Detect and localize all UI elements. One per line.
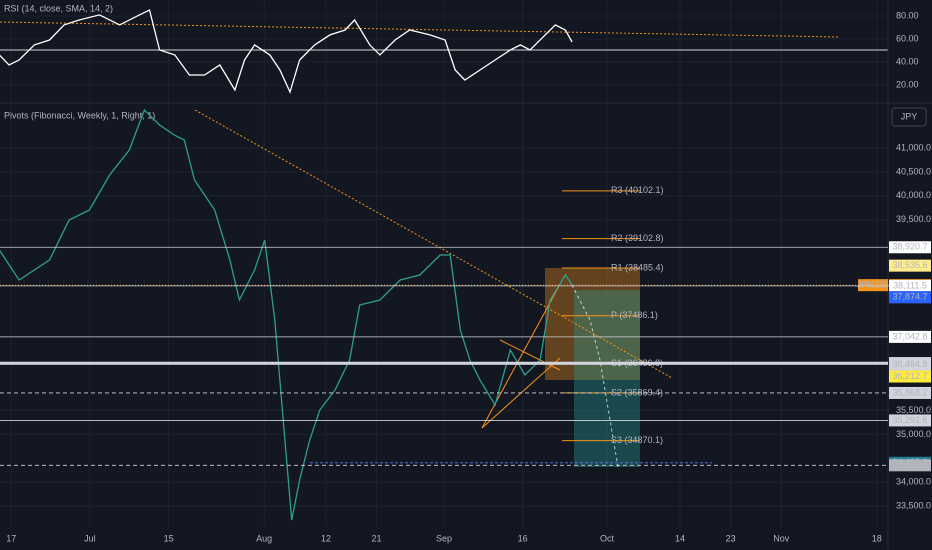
price-tag — [889, 358, 931, 371]
x-tick-label: 23 — [726, 533, 736, 543]
price-tag-label: 37,042.8 — [892, 331, 927, 341]
currency[interactable]: JPY — [901, 111, 918, 121]
triangle-line — [499, 339, 561, 371]
grid — [0, 0, 888, 527]
price-tag-label: 36,464.8 — [892, 359, 927, 369]
pivot-label: S3 (34870.1) — [611, 435, 663, 445]
x-tick-label: 14 — [675, 533, 685, 543]
trend-line — [194, 109, 673, 379]
price-tag — [889, 459, 931, 472]
y-tick-label: 35,500.0 — [896, 405, 931, 415]
price-tag — [889, 291, 931, 304]
pivot-label: P (37486.1) — [611, 310, 658, 320]
y-tick-label: 60.00 — [896, 33, 919, 43]
price-tag — [889, 259, 931, 272]
price-tag — [889, 279, 931, 292]
pivot-label: R3 (40102.1) — [611, 185, 664, 195]
long-position-box — [574, 290, 640, 467]
price-tag — [889, 414, 931, 427]
y-tick-label: 35,000.0 — [896, 429, 931, 439]
currency-box[interactable] — [891, 107, 927, 127]
price-tag — [889, 370, 931, 383]
y-tick-label: 80.00 — [896, 10, 919, 20]
y-tick-label: 39,500.0 — [896, 214, 931, 224]
x-tick-label: Jul — [84, 533, 96, 543]
x-tick-label: Oct — [600, 533, 615, 543]
price-tag-label: 34,352.8 — [892, 460, 927, 470]
y-tick-label: 40,500.0 — [896, 166, 931, 176]
x-tick-label: 12 — [321, 533, 331, 543]
x-tick-label: 18 — [872, 533, 882, 543]
price-tag — [889, 330, 931, 343]
x-tick-label: 17 — [6, 533, 16, 543]
rsi-title: RSI (14, close, SMA, 14, 2) — [4, 3, 113, 13]
pivot-label: S2 (35869.4) — [611, 387, 663, 397]
x-tick-label: Nov — [773, 533, 790, 543]
y-tick-label: 33,500.0 — [896, 500, 931, 510]
projection — [571, 284, 619, 468]
price-tag-label: 38,535.6 — [892, 260, 927, 270]
y-tick-label: 20.00 — [896, 79, 919, 89]
price-tag — [889, 241, 931, 254]
pivot-label: R1 (38485.4) — [611, 262, 664, 272]
x-tick-label: Aug — [256, 533, 272, 543]
x-tick-label: 16 — [518, 533, 528, 543]
symbol-tag — [858, 279, 888, 292]
price-tag-label: 36,212.7 — [892, 371, 927, 381]
pivot-label: R2 (39102.8) — [611, 233, 664, 243]
y-tick-label: 41,000.0 — [896, 142, 931, 152]
price-tag-label: 38,111.5 — [893, 280, 927, 290]
price-tag-label: 35,868.2 — [892, 387, 927, 397]
drawings — [0, 21, 888, 468]
series-line — [0, 9, 573, 94]
price-tag-label: 37,874.7 — [892, 292, 927, 302]
pivots-title: Pivots (Fibonacci, Weekly, 1, Right, 1) — [4, 110, 155, 120]
series-line — [0, 108, 573, 521]
symbol-tag-label: JPN225 — [857, 280, 889, 290]
y-tick-label: 34,000.0 — [896, 477, 931, 487]
y-tick-label: 40.00 — [896, 56, 919, 66]
x-tick-label: Sep — [436, 533, 452, 543]
short-position-box — [545, 268, 640, 380]
x-tick-label: 15 — [164, 533, 174, 543]
x-tick-label: 21 — [372, 533, 382, 543]
price-tag-label: 38,920.7 — [892, 242, 927, 252]
price-tag — [889, 386, 931, 399]
price-tag-label: 35,292.6 — [892, 415, 927, 425]
y-tick-label: 40,000.0 — [896, 190, 931, 200]
